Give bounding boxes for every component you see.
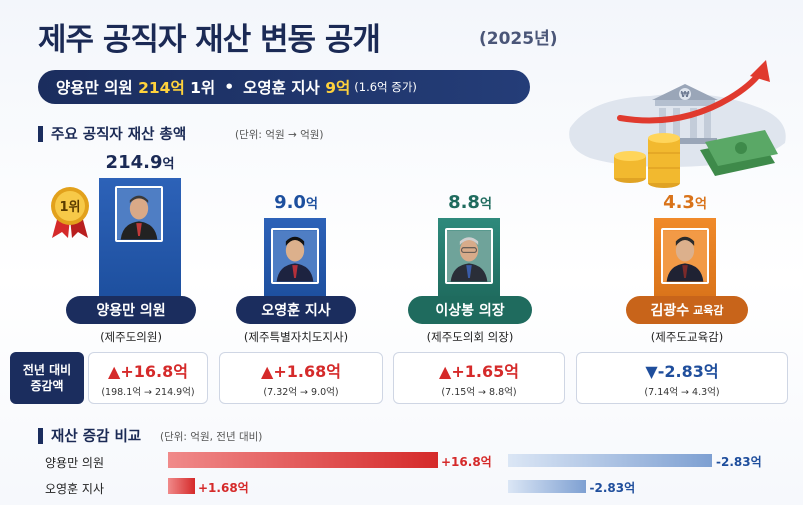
section1-unit: (단위: 억원 → 억원) (235, 129, 324, 141)
banner-p1-name: 양용만 의원 (56, 79, 133, 97)
official-4-change: ▼-2.83억 (7.14억 → 4.3억) (576, 352, 788, 404)
official-2-name-pill: 오영훈 지사 (236, 296, 356, 324)
finance-illustration: ₩ (569, 60, 786, 188)
compare-row-1-neg-label: -2.83억 (716, 455, 762, 469)
banner-separator: • (224, 78, 235, 96)
official-2-change-value: ▲+1.68억 (261, 362, 341, 381)
compare-row-2-name: 오영훈 지사 (45, 482, 105, 496)
official-2-change-detail: (7.32억 → 9.0억) (263, 387, 339, 398)
official-2-photo (271, 228, 319, 284)
compare-row-1-pos-label: +16.8억 (441, 455, 492, 469)
headline-banner: 양용만 의원 214억 1위 • 오영훈 지사 9억 (1.6억 증가) (38, 70, 530, 104)
official-3-org: (제주도의회 의장) (426, 330, 514, 344)
banner-p2-name: 오영훈 지사 (243, 79, 320, 97)
page-title: 제주 공직자 재산 변동 공개 (38, 22, 381, 58)
official-1-name-pill: 양용만 의원 (66, 296, 196, 324)
section2-title: 재산 증감 비교 (51, 429, 142, 445)
arrow-up-icon (617, 60, 770, 124)
compare-row-2-neg-bar (508, 480, 586, 493)
banner-p2-note: (1.6억 증가) (354, 80, 417, 94)
official-2-change: ▲+1.68억 (7.32억 → 9.0억) (219, 352, 383, 404)
yoy-label: 전년 대비 증감액 (10, 352, 84, 404)
official-4-org: (제주도교육감) (650, 330, 724, 344)
svg-text:₩: ₩ (681, 90, 690, 99)
official-2-value: 9.0억 (274, 192, 318, 213)
official-4-value: 4.3억 (663, 192, 707, 213)
rank-badge-text: 1위 (59, 200, 81, 215)
official-3-value: 8.8억 (448, 192, 492, 213)
section1-title: 주요 공직자 재산 총액 (51, 127, 187, 143)
banner-p1-rank: 1위 (190, 79, 216, 97)
bank-icon: ₩ (652, 84, 718, 144)
official-3-change-detail: (7.15억 → 8.8억) (441, 387, 517, 398)
section2-unit: (단위: 억원, 전년 대비) (160, 431, 263, 443)
section2-marker (38, 428, 43, 444)
official-1-photo (115, 186, 163, 242)
official-4-name-pill: 김광수 교육감 (626, 296, 748, 324)
official-1-change: ▲+16.8억 (198.1억 → 214.9억) (88, 352, 208, 404)
official-4-change-detail: (7.14억 → 4.3억) (644, 387, 720, 398)
official-1-change-value: ▲+16.8억 (108, 362, 188, 381)
banner-p2-value: 9억 (325, 79, 351, 97)
compare-row-1-name: 양용만 의원 (45, 456, 105, 470)
section1-marker (38, 126, 43, 142)
cash-icon (700, 130, 778, 176)
official-2-org: (제주특별자치도지사) (243, 330, 349, 344)
official-3-name-pill: 이상봉 의장 (408, 296, 532, 324)
official-3-change: ▲+1.65억 (7.15억 → 8.8억) (393, 352, 565, 404)
official-4-change-value: ▼-2.83억 (645, 362, 719, 381)
official-3-change-value: ▲+1.65억 (439, 362, 519, 381)
medal-icon (51, 187, 89, 238)
compare-row-1-neg-bar (508, 454, 712, 467)
official-3-photo (445, 228, 493, 284)
official-1-org: (제주도의원) (100, 330, 162, 344)
compare-row-2-pos-label: +1.68억 (198, 481, 249, 495)
official-1-value: 214.9억 (105, 152, 175, 173)
compare-row-2-neg-label: -2.83억 (589, 481, 636, 495)
coins-icon (614, 133, 680, 188)
banner-p1-value: 214억 (138, 79, 185, 97)
official-1-change-detail: (198.1억 → 214.9억) (101, 387, 195, 398)
official-4-photo (661, 228, 709, 284)
compare-row-1-pos-bar (168, 452, 438, 468)
compare-row-2-pos-bar (168, 478, 195, 494)
title-year: (2025년) (479, 29, 558, 49)
